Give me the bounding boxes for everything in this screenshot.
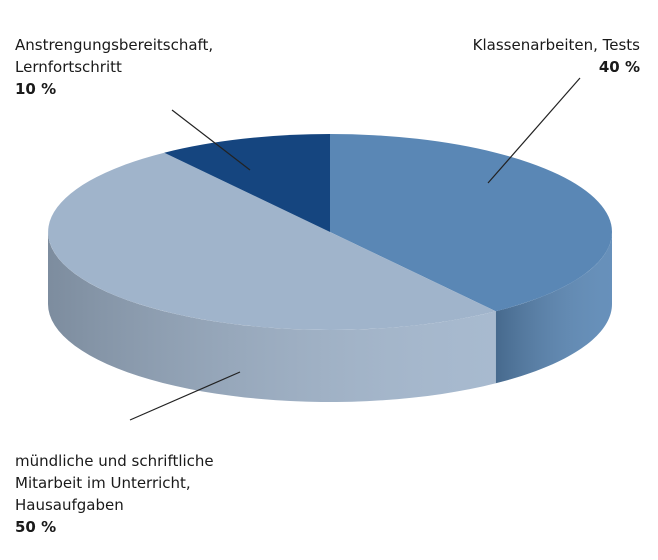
slice xyxy=(330,134,612,312)
pie-area xyxy=(48,77,612,421)
chart: Klassenarbeiten, Tests 40 % Anstrengungs… xyxy=(15,12,640,536)
value-label: 50 % xyxy=(15,518,57,536)
leader-line xyxy=(487,77,581,184)
slice-label: mündliche und schriftliche Mitarbeit im … xyxy=(15,428,214,560)
slice xyxy=(164,134,330,232)
leader-line xyxy=(129,371,241,421)
slice-side-shade xyxy=(495,232,612,384)
category-label: mündliche und schriftliche Mitarbeit im … xyxy=(15,452,214,514)
value-label: 10 % xyxy=(15,80,57,98)
slice xyxy=(48,152,496,330)
slice-label: Anstrengungsbereitschaft, Lernfortschrit… xyxy=(15,12,213,122)
slice-label: Klassenarbeiten, Tests 40 % xyxy=(473,12,640,100)
slice-side-shade xyxy=(48,232,496,402)
category-label: Klassenarbeiten, Tests xyxy=(472,36,640,54)
category-label: Anstrengungsbereitschaft, Lernfortschrit… xyxy=(15,36,214,76)
leader-line xyxy=(171,109,251,171)
value-label: 40 % xyxy=(598,58,640,76)
